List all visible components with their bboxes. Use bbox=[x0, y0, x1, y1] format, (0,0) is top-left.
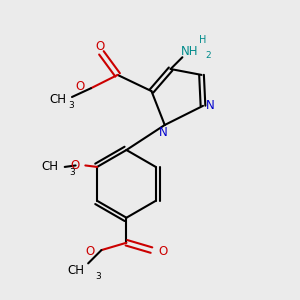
Text: N: N bbox=[206, 99, 215, 112]
Text: 2: 2 bbox=[206, 51, 211, 60]
Text: N: N bbox=[159, 126, 168, 140]
Text: O: O bbox=[70, 159, 80, 172]
Text: CH: CH bbox=[49, 93, 66, 106]
Text: CH: CH bbox=[41, 160, 58, 173]
Text: O: O bbox=[75, 80, 85, 93]
Text: O: O bbox=[95, 40, 105, 53]
Text: O: O bbox=[158, 245, 167, 258]
Text: 3: 3 bbox=[68, 101, 74, 110]
Text: 3: 3 bbox=[95, 272, 101, 280]
Text: CH: CH bbox=[68, 264, 85, 277]
Text: NH: NH bbox=[181, 45, 199, 58]
Text: 3: 3 bbox=[69, 168, 75, 177]
Text: O: O bbox=[86, 245, 95, 258]
Text: H: H bbox=[199, 34, 207, 45]
